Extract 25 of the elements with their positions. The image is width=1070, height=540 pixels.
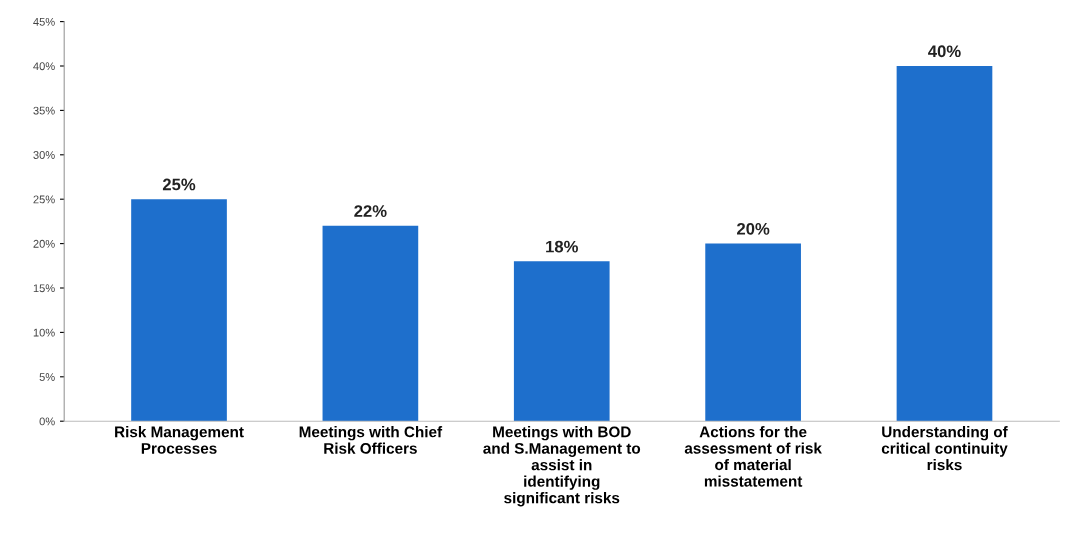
- x-tick-label: Meetings with Chief Risk Officers: [299, 426, 443, 454]
- bar: [896, 66, 993, 422]
- x-tick-label: Risk Management Processes: [115, 426, 244, 454]
- data-label: 40%: [928, 45, 961, 58]
- y-tick-label: 30%: [33, 151, 55, 159]
- y-tick-label: 35%: [33, 106, 55, 115]
- y-tick-label: 40%: [33, 62, 55, 71]
- data-label: 18%: [546, 240, 578, 253]
- bar: [705, 243, 801, 422]
- x-tick-label: Meetings with BOD and S.Management to assist in identifying significant risks: [483, 426, 641, 507]
- y-tick-label: 0%: [39, 417, 55, 426]
- data-label: 25%: [162, 178, 196, 191]
- data-label: 20%: [737, 222, 770, 235]
- x-tick-label: Actions for the assessment of risk of material misstatement: [684, 426, 822, 487]
- bar: [131, 199, 227, 422]
- y-tick-label: 25%: [33, 195, 55, 204]
- bar: [322, 225, 419, 422]
- data-label: 22%: [354, 205, 387, 217]
- bar: [513, 261, 610, 422]
- y-tick-label: 20%: [33, 239, 55, 248]
- y-tick-label: 10%: [33, 328, 55, 337]
- y-tick-label: 5%: [39, 373, 55, 381]
- x-tick-label: Understanding of critical continuity risks: [881, 426, 1008, 471]
- y-tick-label: 15%: [33, 284, 55, 293]
- y-tick-label: 45%: [33, 17, 55, 26]
